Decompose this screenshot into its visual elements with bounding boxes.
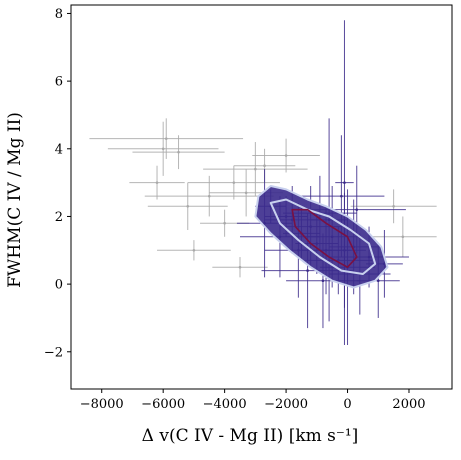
density-contour-inner <box>291 208 358 268</box>
data-marker <box>321 279 325 283</box>
data-marker <box>207 194 211 198</box>
x-tick-label: −4000 <box>203 397 247 412</box>
data-marker <box>306 269 309 272</box>
data-marker <box>355 208 359 211</box>
data-point <box>369 216 437 258</box>
data-marker <box>223 221 226 225</box>
x-tick-label: 2000 <box>392 397 425 412</box>
data-marker <box>263 164 266 168</box>
data-marker <box>238 265 242 269</box>
x-axis-label: Δ v(C IV - Mg II) [km s⁻¹] <box>142 426 359 446</box>
data-point <box>147 182 228 230</box>
y-tick-label: −2 <box>44 345 63 360</box>
data-marker <box>244 191 248 195</box>
data-point <box>107 121 219 176</box>
data-marker <box>177 150 180 154</box>
data-point <box>335 20 354 346</box>
data-marker <box>392 205 395 208</box>
data-marker <box>155 181 159 184</box>
x-tick-label: −6000 <box>141 397 185 412</box>
data-point <box>157 240 231 261</box>
data-point <box>132 135 225 170</box>
y-tick-label: 0 <box>55 278 63 293</box>
y-axis-label: FWHM(C IV / Mg II) <box>5 112 25 288</box>
errorbar-layer <box>89 20 437 346</box>
x-tick-label: −2000 <box>264 397 308 412</box>
x-tick-label: 0 <box>343 397 351 412</box>
data-point <box>252 138 320 173</box>
data-marker <box>232 181 236 184</box>
data-marker <box>343 181 346 184</box>
data-marker <box>164 137 168 140</box>
plot-frame <box>70 4 453 390</box>
data-marker <box>376 279 380 283</box>
y-tick-label: 8 <box>55 7 63 22</box>
data-marker <box>340 194 343 198</box>
data-marker <box>401 235 405 239</box>
data-point <box>212 257 268 278</box>
y-tick-label: 4 <box>55 142 63 157</box>
data-point <box>203 142 308 197</box>
data-marker <box>254 167 257 171</box>
data-marker <box>192 248 196 252</box>
y-tick-label: 6 <box>55 75 63 90</box>
data-point <box>144 175 274 217</box>
data-marker <box>161 147 165 151</box>
y-tick-label: 2 <box>55 210 63 225</box>
data-marker <box>186 205 190 208</box>
data-point <box>350 189 437 224</box>
axes: −8000 −6000 −4000 −2000 0 2000 −2 0 2 4 6 8 <box>44 4 453 412</box>
density-contour-outer <box>254 185 389 289</box>
density-contour-layer <box>254 185 389 289</box>
data-marker <box>284 154 288 157</box>
data-point <box>129 165 185 200</box>
x-tick-label: −8000 <box>80 397 124 412</box>
data-point <box>89 118 244 159</box>
